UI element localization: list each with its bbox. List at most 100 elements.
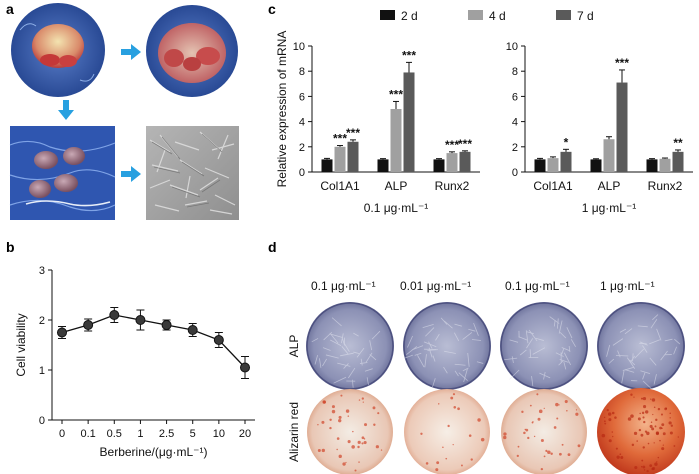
stain-texture bbox=[606, 344, 611, 357]
stain-texture bbox=[343, 363, 349, 369]
stain-dot bbox=[516, 454, 519, 458]
x-tick-label: 0 bbox=[59, 428, 65, 440]
stain-dot bbox=[452, 444, 454, 446]
stain-texture bbox=[664, 338, 673, 342]
bar bbox=[659, 158, 671, 172]
stain-texture bbox=[360, 358, 363, 366]
stain-texture bbox=[652, 314, 659, 321]
significance-label: *** bbox=[346, 126, 360, 140]
stain-dot bbox=[538, 409, 543, 414]
stain-dot bbox=[606, 408, 609, 412]
stain-texture bbox=[555, 352, 564, 357]
data-point bbox=[57, 327, 67, 338]
group-label: 0.1 μg·mL⁻¹ bbox=[364, 201, 429, 215]
stain-texture bbox=[353, 351, 360, 355]
x-axis-title: Berberine/(μg·mL⁻¹) bbox=[100, 445, 208, 459]
stain-texture bbox=[674, 338, 681, 345]
stain-dot bbox=[363, 440, 367, 445]
stain-dot bbox=[639, 412, 641, 415]
bar bbox=[547, 158, 559, 172]
bar bbox=[347, 141, 359, 172]
stain-dot bbox=[436, 461, 440, 465]
significance-label: *** bbox=[402, 48, 416, 62]
stain-dot bbox=[619, 453, 622, 456]
y-tick-label: 10 bbox=[506, 41, 518, 53]
stain-texture bbox=[526, 331, 534, 335]
stain-texture bbox=[454, 363, 466, 366]
panel-label-a: a bbox=[6, 1, 14, 17]
stain-dot bbox=[322, 400, 326, 404]
panel-label-d: d bbox=[268, 239, 277, 255]
x-tick-label: 10 bbox=[213, 428, 225, 440]
stain-dot bbox=[453, 406, 457, 409]
x-tick-label: 0.5 bbox=[107, 428, 122, 440]
stain-texture bbox=[311, 338, 319, 343]
stain-dot bbox=[603, 416, 606, 419]
stain-dot bbox=[643, 405, 647, 409]
stain-dot bbox=[517, 445, 520, 448]
stain-dot bbox=[450, 396, 454, 400]
stain-dot bbox=[640, 397, 644, 400]
stain-texture bbox=[444, 350, 456, 354]
y-tick-label: 3 bbox=[39, 265, 45, 277]
stain-dot bbox=[643, 469, 646, 471]
stain-dot bbox=[646, 469, 649, 473]
stain-dot bbox=[634, 465, 638, 470]
x-tick-label: 0.1 bbox=[80, 428, 95, 440]
stain-texture bbox=[454, 323, 463, 327]
stain-dot bbox=[656, 461, 658, 463]
stain-texture bbox=[365, 352, 373, 363]
stain-texture bbox=[422, 323, 434, 329]
stain-dot bbox=[601, 433, 606, 438]
stain-texture bbox=[337, 362, 351, 367]
stain-dot bbox=[677, 436, 679, 438]
dish-column-label-1: 0.1 μg·mL⁻¹ bbox=[311, 279, 376, 293]
stain-dot bbox=[646, 431, 650, 436]
panel-a bbox=[9, 3, 239, 220]
stain-texture bbox=[432, 355, 436, 362]
stain-texture bbox=[626, 357, 636, 369]
stain-texture bbox=[532, 347, 546, 355]
stain-dot bbox=[331, 405, 335, 409]
y-tick-label: 8 bbox=[299, 66, 305, 78]
stain-texture bbox=[424, 354, 427, 368]
legend-swatch bbox=[556, 10, 571, 20]
stain-texture bbox=[528, 329, 538, 342]
stain-texture bbox=[525, 330, 529, 344]
stain-dot bbox=[642, 446, 645, 449]
stain-texture bbox=[344, 343, 350, 352]
stain-texture bbox=[660, 350, 668, 361]
stain-dot bbox=[608, 439, 612, 443]
stain-texture bbox=[656, 328, 662, 341]
stain-texture bbox=[462, 367, 469, 372]
stain-dot bbox=[637, 417, 641, 421]
stain-texture bbox=[427, 349, 438, 351]
row-label-alizarin-red: Alizarin red bbox=[287, 402, 301, 462]
stain-dot bbox=[649, 424, 653, 428]
alp-dish-2 bbox=[403, 302, 491, 390]
panel-d: 0.1 μg·mL⁻¹ 0.01 μg·mL⁻¹ 0.1 μg·mL⁻¹ 1 μ… bbox=[287, 279, 685, 474]
stain-dot bbox=[659, 426, 662, 430]
stain-dot bbox=[603, 420, 606, 423]
stain-dot bbox=[561, 443, 564, 446]
alizarin-dish-4 bbox=[597, 388, 685, 474]
stain-dot bbox=[556, 417, 559, 420]
stain-texture bbox=[342, 338, 345, 346]
stain-dot bbox=[358, 461, 360, 463]
stain-texture bbox=[325, 354, 339, 359]
category-label: ALP bbox=[385, 179, 408, 193]
stain-texture bbox=[463, 368, 468, 383]
stain-texture bbox=[617, 350, 621, 358]
stain-dot bbox=[651, 427, 655, 431]
stain-texture bbox=[356, 347, 365, 358]
data-point bbox=[240, 362, 250, 373]
stain-texture bbox=[518, 336, 528, 341]
stain-dot bbox=[669, 431, 673, 435]
stain-dot bbox=[477, 418, 481, 422]
stain-texture bbox=[340, 352, 354, 357]
stain-texture bbox=[650, 319, 658, 329]
stain-texture bbox=[558, 360, 564, 366]
stain-texture bbox=[519, 349, 527, 356]
stain-dot bbox=[525, 428, 529, 432]
stain-dot bbox=[543, 455, 546, 458]
